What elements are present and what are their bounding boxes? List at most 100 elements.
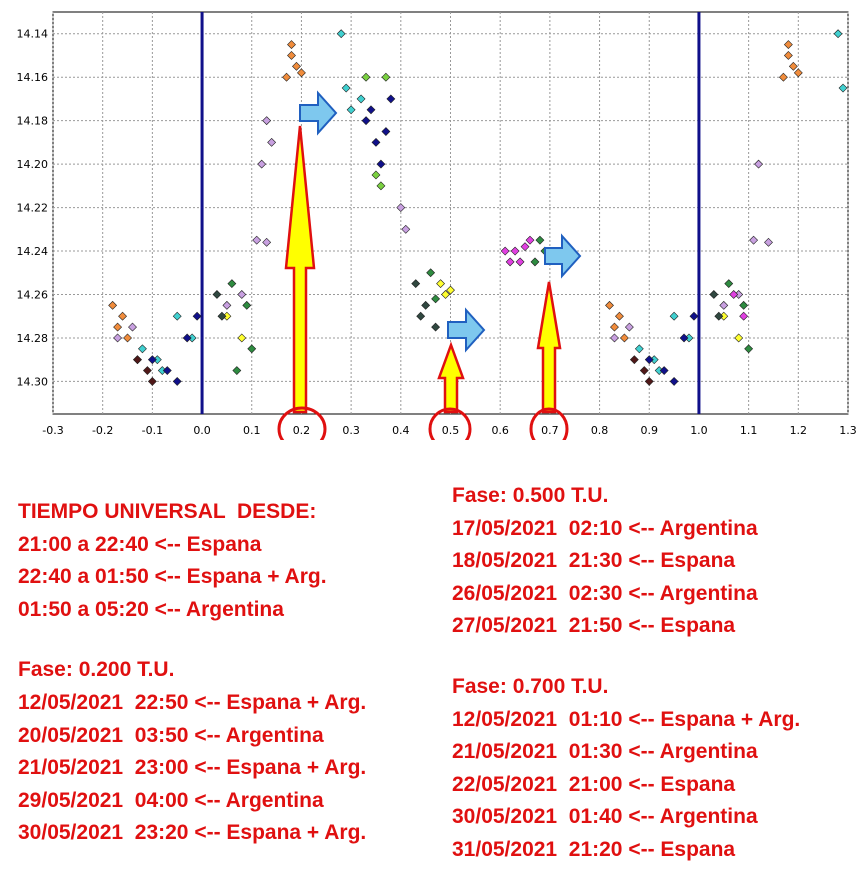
data-point — [754, 159, 763, 169]
annotation-left: TIEMPO UNIVERSAL DESDE: 21:00 a 22:40 <--… — [18, 496, 366, 850]
data-point — [371, 170, 381, 180]
light-curve-chart: 14.14 14.16 14.18 14.20 14.22 14.24 14.26 14.28… — [17, 11, 857, 440]
data-point — [610, 322, 619, 332]
data-point — [262, 237, 272, 247]
data-point — [237, 290, 247, 299]
x-tick-label: 0.3 — [342, 424, 360, 437]
data-point — [709, 290, 719, 299]
annotation-line — [452, 643, 800, 671]
x-tick-label: 0.6 — [491, 424, 509, 437]
annotation-line — [18, 626, 366, 654]
data-point — [610, 333, 619, 343]
annotation-line: 30/05/2021 23:20 <-- Espana + Arg. — [18, 821, 367, 845]
right-arrow-2 — [447, 307, 486, 353]
annotation-line: Fase: 0.700 T.U. — [452, 674, 609, 698]
annotation-line: 31/05/2021 21:20 <-- Espana — [452, 837, 736, 861]
annotation-line: Fase: 0.200 T.U. — [18, 658, 175, 682]
x-tick-label: 0.1 — [243, 424, 261, 437]
data-point — [113, 322, 123, 332]
data-point — [724, 279, 734, 289]
data-point — [138, 344, 147, 354]
y-tick-label: 14.26 — [17, 288, 49, 301]
annotation-line: 12/05/2021 22:50 <-- Espana + Arg. — [18, 690, 367, 714]
data-point — [634, 344, 644, 354]
data-point — [257, 159, 267, 169]
x-tick-label: 0.8 — [591, 424, 609, 437]
x-tick-label: 0.0 — [193, 424, 211, 437]
data-point — [838, 83, 848, 93]
right-arrow-3 — [544, 233, 582, 279]
data-points — [108, 29, 848, 386]
annotation-line: 22:40 a 01:50 <-- Espana + Arg. — [18, 565, 327, 589]
data-point — [644, 376, 654, 386]
data-point — [431, 322, 441, 332]
data-point — [729, 290, 739, 299]
data-point — [371, 137, 381, 147]
annotation-line: TIEMPO UNIVERSAL DESDE: — [18, 500, 317, 523]
annotation-line: 21/05/2021 01:30 <-- Argentina — [452, 740, 758, 764]
data-point — [386, 94, 396, 104]
data-point — [783, 51, 793, 60]
data-point — [376, 159, 386, 169]
circle-phase-0.2 — [277, 406, 327, 440]
phase-arrow-0.2 — [284, 125, 316, 414]
data-point — [282, 72, 291, 82]
data-point — [436, 279, 445, 289]
data-point — [644, 355, 654, 365]
data-point — [381, 72, 391, 82]
phase-arrow-0.7 — [536, 281, 562, 414]
y-axis: 14.14 14.16 14.18 14.20 14.22 14.24 14.26 14.28… — [17, 28, 49, 389]
data-point — [431, 294, 441, 304]
data-point — [287, 40, 296, 50]
data-point — [287, 51, 296, 60]
data-point — [336, 29, 346, 39]
data-point — [142, 366, 152, 375]
data-point — [421, 300, 431, 310]
x-tick-label: 0.4 — [392, 424, 410, 437]
data-point — [401, 224, 411, 234]
data-point — [227, 279, 237, 289]
y-tick-label: 14.20 — [17, 158, 49, 171]
x-tick-label: -0.1 — [142, 424, 163, 437]
data-point — [659, 366, 669, 375]
y-tick-label: 14.28 — [17, 332, 49, 345]
x-tick-label: 1.2 — [790, 424, 808, 437]
data-point — [147, 355, 157, 365]
data-point — [212, 290, 222, 299]
annotation-line: 29/05/2021 04:00 <-- Argentina — [18, 788, 324, 812]
data-point — [411, 279, 421, 289]
data-point — [217, 311, 227, 321]
data-point — [237, 333, 247, 343]
data-point — [778, 72, 788, 82]
data-point — [689, 311, 699, 321]
x-tick-label: 0.9 — [641, 424, 659, 437]
data-point — [172, 311, 182, 321]
annotation-right: Fase: 0.500 T.U. 17/05/2021 02:10 <-- Arg… — [452, 480, 800, 867]
x-tick-label: 0.7 — [541, 424, 559, 437]
data-point — [252, 235, 262, 245]
annotation-line: 20/05/2021 03:50 <-- Argentina — [18, 723, 324, 747]
data-point — [242, 300, 252, 310]
data-point — [525, 235, 535, 245]
data-point — [669, 311, 679, 321]
data-point — [118, 311, 127, 321]
data-point — [222, 300, 232, 310]
annotation-line: Fase: 0.500 T.U. — [452, 484, 609, 507]
data-point — [793, 68, 803, 78]
annotation-line: 01:50 a 05:20 <-- Argentina — [18, 597, 284, 621]
data-point — [530, 257, 540, 267]
data-point — [123, 333, 132, 343]
data-point — [147, 376, 157, 386]
annotation-line: 27/05/2021 21:50 <-- Espana — [452, 614, 736, 638]
data-point — [441, 290, 450, 299]
data-point — [833, 29, 843, 39]
annotation-line: 17/05/2021 02:10 <-- Argentina — [452, 516, 758, 540]
data-point — [535, 235, 545, 245]
data-point — [292, 61, 301, 71]
data-point — [361, 72, 371, 82]
annotation-line: 22/05/2021 21:00 <-- Espana — [452, 772, 736, 796]
data-point — [719, 300, 729, 310]
data-point — [783, 40, 793, 50]
data-point — [505, 257, 515, 267]
data-point — [624, 322, 634, 332]
